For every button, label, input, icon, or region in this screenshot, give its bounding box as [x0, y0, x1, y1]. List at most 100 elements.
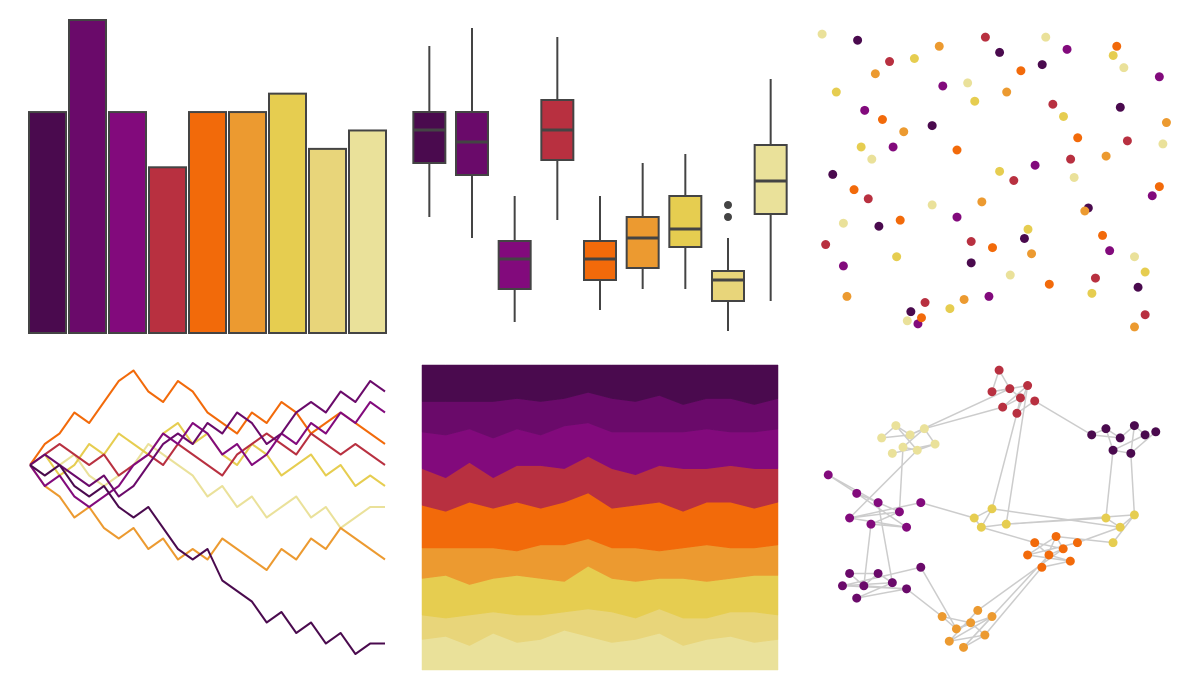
node — [866, 519, 876, 529]
node — [1058, 544, 1068, 554]
edge — [1077, 526, 1121, 544]
edge — [881, 434, 911, 439]
point — [1016, 66, 1026, 76]
point — [1130, 252, 1139, 262]
box — [625, 216, 660, 269]
point — [938, 81, 948, 91]
edge — [1002, 384, 1029, 408]
point — [1154, 182, 1164, 192]
point — [1069, 172, 1079, 182]
node — [1044, 550, 1054, 560]
edge — [895, 425, 918, 451]
point — [885, 57, 895, 67]
box — [668, 195, 703, 248]
point — [1101, 151, 1111, 161]
edge — [849, 449, 918, 519]
node — [1115, 522, 1125, 532]
point — [867, 154, 877, 164]
line — [29, 369, 386, 466]
point — [821, 240, 831, 250]
edge — [1112, 434, 1146, 451]
line — [29, 401, 386, 508]
node — [1051, 531, 1061, 541]
node — [873, 568, 883, 578]
point — [874, 221, 884, 231]
point — [980, 32, 990, 42]
point — [817, 29, 827, 39]
node — [930, 439, 940, 449]
edge — [842, 566, 921, 587]
node — [1129, 421, 1139, 431]
point — [1098, 230, 1108, 240]
node — [852, 593, 862, 603]
node — [1108, 538, 1118, 548]
node — [905, 430, 915, 440]
line — [29, 380, 386, 498]
edge — [962, 554, 1050, 648]
point — [1147, 191, 1157, 201]
node — [1065, 556, 1075, 566]
edge — [863, 524, 872, 586]
edge — [856, 588, 907, 599]
node — [845, 513, 855, 523]
point — [906, 307, 916, 317]
point — [1073, 133, 1083, 143]
point — [959, 294, 969, 304]
point — [842, 291, 852, 301]
edge — [948, 615, 993, 642]
node — [994, 365, 1004, 375]
point — [966, 258, 976, 268]
node — [1126, 448, 1136, 458]
point — [853, 35, 863, 45]
bar — [108, 111, 147, 334]
point — [1048, 99, 1058, 109]
area — [421, 364, 779, 405]
node — [1101, 513, 1111, 523]
point — [1062, 44, 1072, 54]
node — [1129, 510, 1139, 520]
point — [1080, 206, 1090, 216]
point — [863, 194, 873, 204]
edge — [920, 501, 975, 519]
node — [873, 498, 883, 508]
node — [1101, 424, 1111, 434]
node — [912, 445, 922, 455]
bar — [228, 111, 267, 334]
box — [412, 111, 447, 164]
point — [966, 237, 976, 246]
node — [859, 581, 869, 591]
point — [1122, 136, 1132, 146]
node — [919, 424, 929, 434]
edge — [1005, 385, 1029, 525]
point — [977, 197, 987, 207]
node — [1030, 538, 1040, 548]
edge — [942, 615, 971, 624]
node — [976, 522, 986, 532]
node — [1115, 433, 1125, 443]
node — [951, 624, 961, 634]
point — [927, 121, 937, 131]
node — [980, 630, 990, 640]
edge — [827, 474, 879, 504]
point — [1161, 118, 1171, 128]
point — [899, 127, 909, 137]
point — [1066, 154, 1076, 164]
bar — [28, 111, 67, 334]
node — [852, 488, 862, 498]
node — [987, 387, 997, 397]
edge — [981, 526, 1035, 544]
edge — [877, 502, 894, 583]
node — [987, 612, 997, 622]
node — [877, 433, 887, 443]
point — [877, 115, 887, 124]
point — [849, 185, 859, 195]
edge — [1034, 400, 1093, 436]
node — [1151, 427, 1161, 437]
point — [1133, 282, 1143, 292]
node — [916, 562, 926, 572]
point — [838, 218, 848, 228]
point — [1112, 41, 1122, 51]
bar — [348, 129, 387, 334]
node — [987, 504, 997, 514]
